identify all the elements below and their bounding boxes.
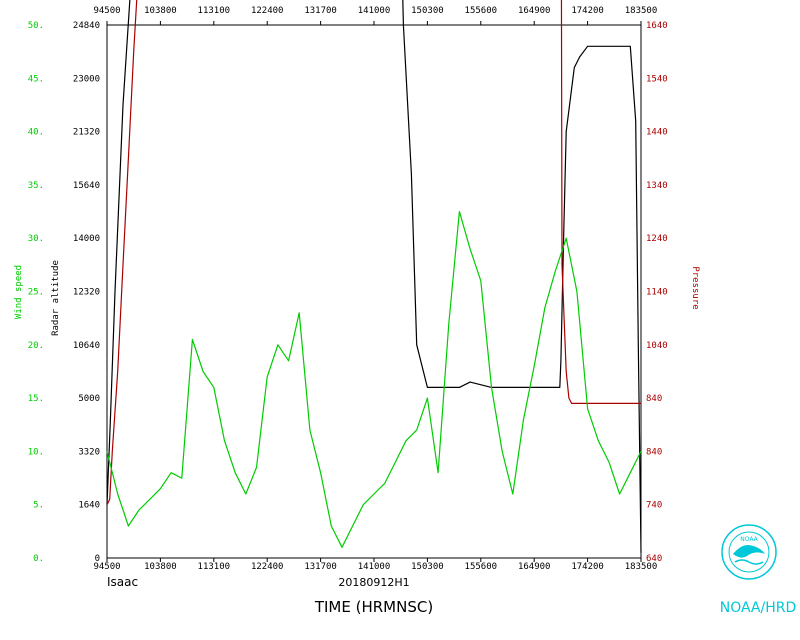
noaa-bird-icon xyxy=(733,545,765,558)
height-tick-label: 5000 xyxy=(78,394,100,404)
height-tick-label: 23000 xyxy=(73,74,100,84)
wind-tick-label: 20. xyxy=(28,341,44,351)
pressure-tick-label: 1640 xyxy=(646,21,668,31)
top-x-tick-label: 122400 xyxy=(251,6,284,16)
pressure-tick-label: 1140 xyxy=(646,288,668,298)
pressure-axis-title: Pressure xyxy=(690,266,700,309)
top-x-tick-label: 141000 xyxy=(358,6,391,16)
height-tick-label: 1640 xyxy=(78,501,100,511)
wind-axis-title: Wind speed xyxy=(14,265,24,319)
pressure-tick-labels: 640 740 840 840 1040 1140 1240 1340 1440 1540 1640 xyxy=(646,21,668,564)
height-tick-labels: 0 1640 3320 5000 10640 12320 14000 15640 21320 23… xyxy=(73,21,100,564)
pressure-tick-label: 1440 xyxy=(646,128,668,138)
x-axis-title: TIME (HRMNSC) xyxy=(314,598,433,616)
wind-tick-label: 35. xyxy=(28,181,44,191)
top-x-tick-label: 113100 xyxy=(198,6,231,16)
pressure-tick-label: 740 xyxy=(646,501,662,511)
flight-id: 20180912H1 xyxy=(338,576,409,589)
height-tick-label: 21320 xyxy=(73,128,100,138)
credit-label: NOAA/HRD xyxy=(720,600,797,616)
height-axis-title: Radar altitude xyxy=(51,260,61,336)
pressure-series-line xyxy=(106,0,641,505)
bottom-x-tick-label: 174200 xyxy=(571,562,604,572)
top-x-tick-label: 174200 xyxy=(571,6,604,16)
top-x-tick-label: 155600 xyxy=(465,6,498,16)
plot-frame xyxy=(106,24,642,559)
bottom-x-tick-label: 122400 xyxy=(251,562,284,572)
bottom-x-tick-label: 113100 xyxy=(198,562,231,572)
height-tick-label: 10640 xyxy=(73,341,100,351)
height-tick-label: 0 xyxy=(95,554,100,564)
wind-tick-label: 0. xyxy=(33,554,44,564)
height-series-line xyxy=(106,0,642,553)
pressure-tick-label: 1040 xyxy=(646,341,668,351)
height-tick-label: 14000 xyxy=(73,234,100,244)
wind-tick-label: 5. xyxy=(33,501,44,511)
wind-tick-label: 30. xyxy=(28,234,44,244)
bottom-x-tick-label: 141000 xyxy=(358,562,391,572)
top-x-tick-label: 164900 xyxy=(518,6,551,16)
top-x-tick-label: 183500 xyxy=(625,6,658,16)
bottom-x-tick-label: 150300 xyxy=(411,562,444,572)
wind-tick-label: 40. xyxy=(28,128,44,138)
noaa-wave-icon xyxy=(734,559,764,565)
noaa-logo: NOAA xyxy=(721,524,777,580)
bottom-x-tick-label: 94500 xyxy=(93,562,120,572)
wind-tick-label: 45. xyxy=(28,74,44,84)
top-x-tick-labels: 94500 103800 113100 122400 131700 141000 15030… xyxy=(93,6,657,25)
pressure-tick-label: 1340 xyxy=(646,181,668,191)
height-tick-label: 15640 xyxy=(73,181,100,191)
bottom-x-tick-label: 155600 xyxy=(465,562,498,572)
wind-tick-label: 10. xyxy=(28,447,44,457)
bottom-x-tick-labels: 94500 103800 113100 122400 131700 141000 15030… xyxy=(93,558,657,572)
pressure-tick-label: 1240 xyxy=(646,234,668,244)
series-layer xyxy=(106,0,642,553)
wind-tick-label: 50. xyxy=(28,21,44,31)
noaa-logo-text: NOAA xyxy=(740,536,758,543)
bottom-x-tick-label: 131700 xyxy=(304,562,337,572)
wind-series-line xyxy=(106,211,642,548)
top-x-tick-label: 94500 xyxy=(93,6,120,16)
wind-tick-label: 15. xyxy=(28,394,44,404)
height-tick-label: 12320 xyxy=(73,288,100,298)
pressure-tick-label: 1540 xyxy=(646,74,668,84)
storm-name: Isaac xyxy=(107,575,138,589)
bottom-x-tick-label: 103800 xyxy=(144,562,177,572)
pressure-tick-label: 840 xyxy=(646,394,662,404)
bottom-x-tick-label: 164900 xyxy=(518,562,551,572)
top-x-tick-label: 131700 xyxy=(304,6,337,16)
noaa-logo-inner xyxy=(728,531,770,573)
pressure-tick-label: 840 xyxy=(646,447,662,457)
top-x-tick-label: 103800 xyxy=(144,6,177,16)
wind-tick-label: 25. xyxy=(28,288,44,298)
noaa-logo-ring xyxy=(721,524,777,580)
pressure-tick-label: 640 xyxy=(646,554,662,564)
top-x-tick-label: 150300 xyxy=(411,6,444,16)
bottom-x-tick-label: 183500 xyxy=(625,562,658,572)
wind-speed-tick-labels: 0. 5. 10. 15. 20. 25. 30. 35. 40. 45. 50. xyxy=(28,21,44,564)
height-tick-label: 24840 xyxy=(73,21,100,31)
height-tick-label: 3320 xyxy=(78,447,100,457)
